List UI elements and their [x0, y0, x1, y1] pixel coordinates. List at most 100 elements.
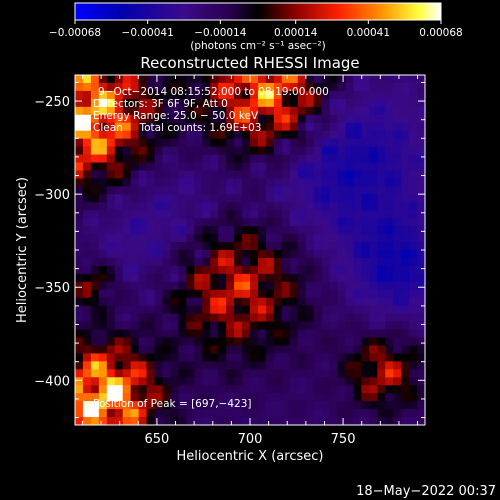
heatmap-cell — [297, 417, 306, 425]
heatmap-cell — [98, 409, 108, 418]
heatmap-cell — [194, 162, 203, 171]
heatmap-cell — [162, 329, 171, 338]
heatmap-cell — [122, 377, 131, 386]
heatmap-cell — [281, 417, 291, 425]
heatmap-cell — [401, 265, 410, 275]
heatmap-cell — [130, 385, 139, 394]
heatmap-cell — [98, 186, 108, 195]
heatmap-cell — [146, 273, 155, 283]
heatmap-cell — [409, 218, 418, 227]
heatmap-cell — [297, 297, 306, 306]
heatmap-cell — [273, 130, 283, 139]
heatmap-cell — [385, 82, 394, 92]
heatmap-cell — [186, 361, 195, 370]
heatmap-cell — [186, 106, 195, 116]
heatmap-cell — [162, 170, 171, 179]
heatmap-cell — [361, 186, 370, 195]
heatmap-cell — [226, 361, 235, 370]
heatmap-cell — [329, 305, 338, 314]
heatmap-cell — [250, 202, 259, 211]
heatmap-cell — [321, 106, 330, 116]
heatmap-cell — [106, 186, 116, 195]
heatmap-cell — [417, 250, 425, 259]
heatmap-cell — [393, 226, 402, 235]
heatmap-cell — [417, 186, 425, 195]
heatmap-cell — [98, 250, 108, 259]
heatmap-cell — [361, 409, 370, 418]
heatmap-cell — [289, 329, 299, 338]
heatmap-cell — [178, 226, 187, 235]
heatmap-cell — [329, 138, 338, 147]
heatmap-cell — [170, 297, 179, 306]
heatmap-cell — [178, 98, 187, 108]
heatmap-cell — [162, 75, 171, 84]
heatmap-cell — [226, 138, 235, 147]
heatmap-cell — [82, 130, 92, 139]
heatmap-cell — [250, 234, 259, 243]
heatmap-cell — [401, 130, 410, 139]
heatmap-cell — [377, 98, 386, 108]
heatmap-cell — [194, 297, 203, 306]
heatmap-cell — [273, 122, 283, 131]
heatmap-cell — [289, 146, 299, 155]
heatmap-cell — [82, 417, 92, 425]
heatmap-cell — [90, 138, 100, 147]
heatmap-cell — [250, 106, 259, 116]
heatmap-cell — [130, 242, 139, 251]
heatmap-cell — [393, 234, 402, 243]
heatmap-cell — [90, 321, 100, 330]
heatmap-cell — [98, 337, 108, 346]
heatmap-cell — [82, 98, 92, 108]
heatmap-cell — [242, 305, 251, 314]
heatmap-cell — [146, 98, 155, 108]
heatmap-cell — [361, 138, 370, 147]
heatmap-cell — [377, 114, 386, 124]
heatmap-cell — [257, 329, 267, 338]
heatmap-cell — [178, 186, 187, 195]
heatmap-cell — [106, 202, 116, 211]
heatmap-cell — [265, 409, 275, 418]
heatmap-cell — [337, 409, 346, 418]
heatmap-cell — [242, 218, 251, 227]
heatmap-cell — [353, 345, 362, 354]
colorbar-unit-label: (photons cm⁻² s⁻¹ asec⁻²) — [190, 40, 325, 52]
heatmap-cell — [210, 170, 219, 179]
heatmap-cell — [361, 401, 370, 410]
heatmap-cell — [281, 393, 291, 402]
heatmap-cell — [281, 130, 291, 139]
heatmap-cell — [82, 257, 92, 267]
heatmap-cell — [75, 210, 84, 219]
heatmap-cell — [138, 297, 147, 306]
colorbar-tick-label: −0.00068 — [49, 27, 101, 39]
heatmap-cell — [218, 138, 227, 147]
heatmap-cell — [226, 234, 235, 243]
heatmap-cell — [202, 305, 211, 314]
heatmap-cell — [289, 234, 299, 243]
heatmap-cell — [202, 186, 211, 195]
heatmap-cell — [146, 417, 155, 425]
heatmap-cell — [273, 218, 283, 227]
heatmap-cell — [178, 369, 187, 378]
heatmap-cell — [321, 385, 330, 394]
heatmap-cell — [106, 321, 116, 330]
heatmap-cell — [385, 138, 394, 147]
heatmap-cell — [114, 369, 124, 378]
heatmap-cell — [409, 369, 418, 378]
heatmap-cell — [114, 257, 124, 267]
heatmap-cell — [329, 257, 338, 267]
heatmap-cell — [409, 82, 418, 92]
heatmap-cell — [305, 297, 314, 306]
heatmap-cell — [82, 202, 92, 211]
heatmap-cell — [170, 305, 179, 314]
heatmap-cell — [130, 265, 139, 275]
heatmap-cell — [337, 345, 346, 354]
heatmap-cell — [305, 114, 314, 124]
heatmap-cell — [273, 242, 283, 251]
heatmap-cell — [250, 393, 259, 402]
heatmap-cell — [281, 329, 291, 338]
heatmap-cell — [257, 138, 267, 147]
heatmap-cell — [409, 242, 418, 251]
heatmap-cell — [154, 417, 163, 425]
heatmap-cell — [273, 377, 283, 386]
heatmap-cell — [257, 178, 267, 187]
